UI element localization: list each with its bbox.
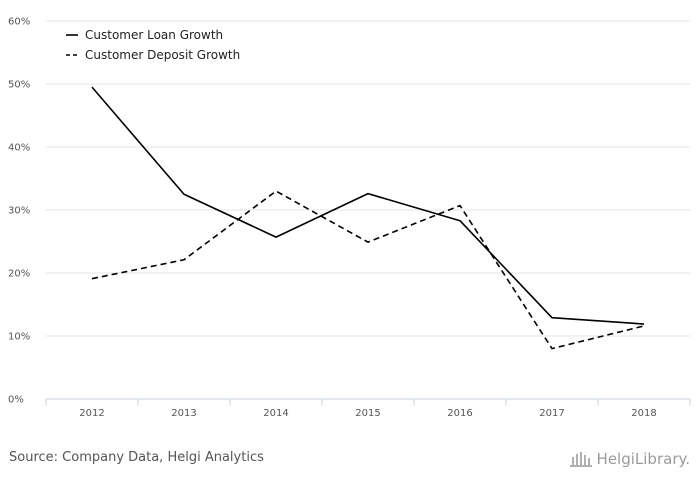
source-note: Source: Company Data, Helgi Analytics bbox=[9, 450, 264, 465]
x-tick-label: 2012 bbox=[79, 408, 104, 419]
y-tick-label: 60% bbox=[8, 17, 30, 28]
line-chart: 0%10%20%30%40%50%60% 2012 2013 2014 2015 201… bbox=[8, 17, 691, 419]
y-tick-label: 10% bbox=[8, 332, 30, 343]
x-tick-label: 2014 bbox=[263, 408, 288, 419]
x-tick-label: 2017 bbox=[539, 408, 564, 419]
grid-lines bbox=[46, 20, 690, 337]
x-tick-label: 2015 bbox=[355, 408, 380, 419]
building-icon bbox=[569, 452, 592, 467]
helgi-library-logo[interactable]: HelgiLibrary. bbox=[569, 448, 690, 470]
legend: Customer Loan Growth Customer Deposit Gro… bbox=[66, 28, 240, 62]
series-line-customer-deposit-growth bbox=[91, 190, 645, 350]
y-tick-label: 30% bbox=[8, 206, 30, 217]
y-tick-label: 40% bbox=[8, 143, 30, 154]
x-tick-label: 2016 bbox=[447, 408, 472, 419]
x-tick-label: 2013 bbox=[171, 408, 196, 419]
brand-label: HelgiLibrary. bbox=[596, 450, 690, 468]
y-tick-label: 20% bbox=[8, 269, 30, 280]
x-axis: 2012 2013 2014 2015 2016 2017 2018 bbox=[45, 398, 691, 419]
y-axis-labels: 0% 10% 20% 30% 40% 50% 60% bbox=[8, 17, 30, 406]
series-line-customer-loan-growth bbox=[91, 86, 645, 325]
legend-label: Customer Loan Growth bbox=[85, 28, 223, 42]
x-tick-label: 2018 bbox=[631, 408, 656, 419]
y-tick-label: 0% bbox=[8, 395, 24, 406]
legend-label: Customer Deposit Growth bbox=[85, 48, 240, 62]
y-tick-label: 50% bbox=[8, 80, 30, 91]
series-lines bbox=[91, 86, 645, 350]
